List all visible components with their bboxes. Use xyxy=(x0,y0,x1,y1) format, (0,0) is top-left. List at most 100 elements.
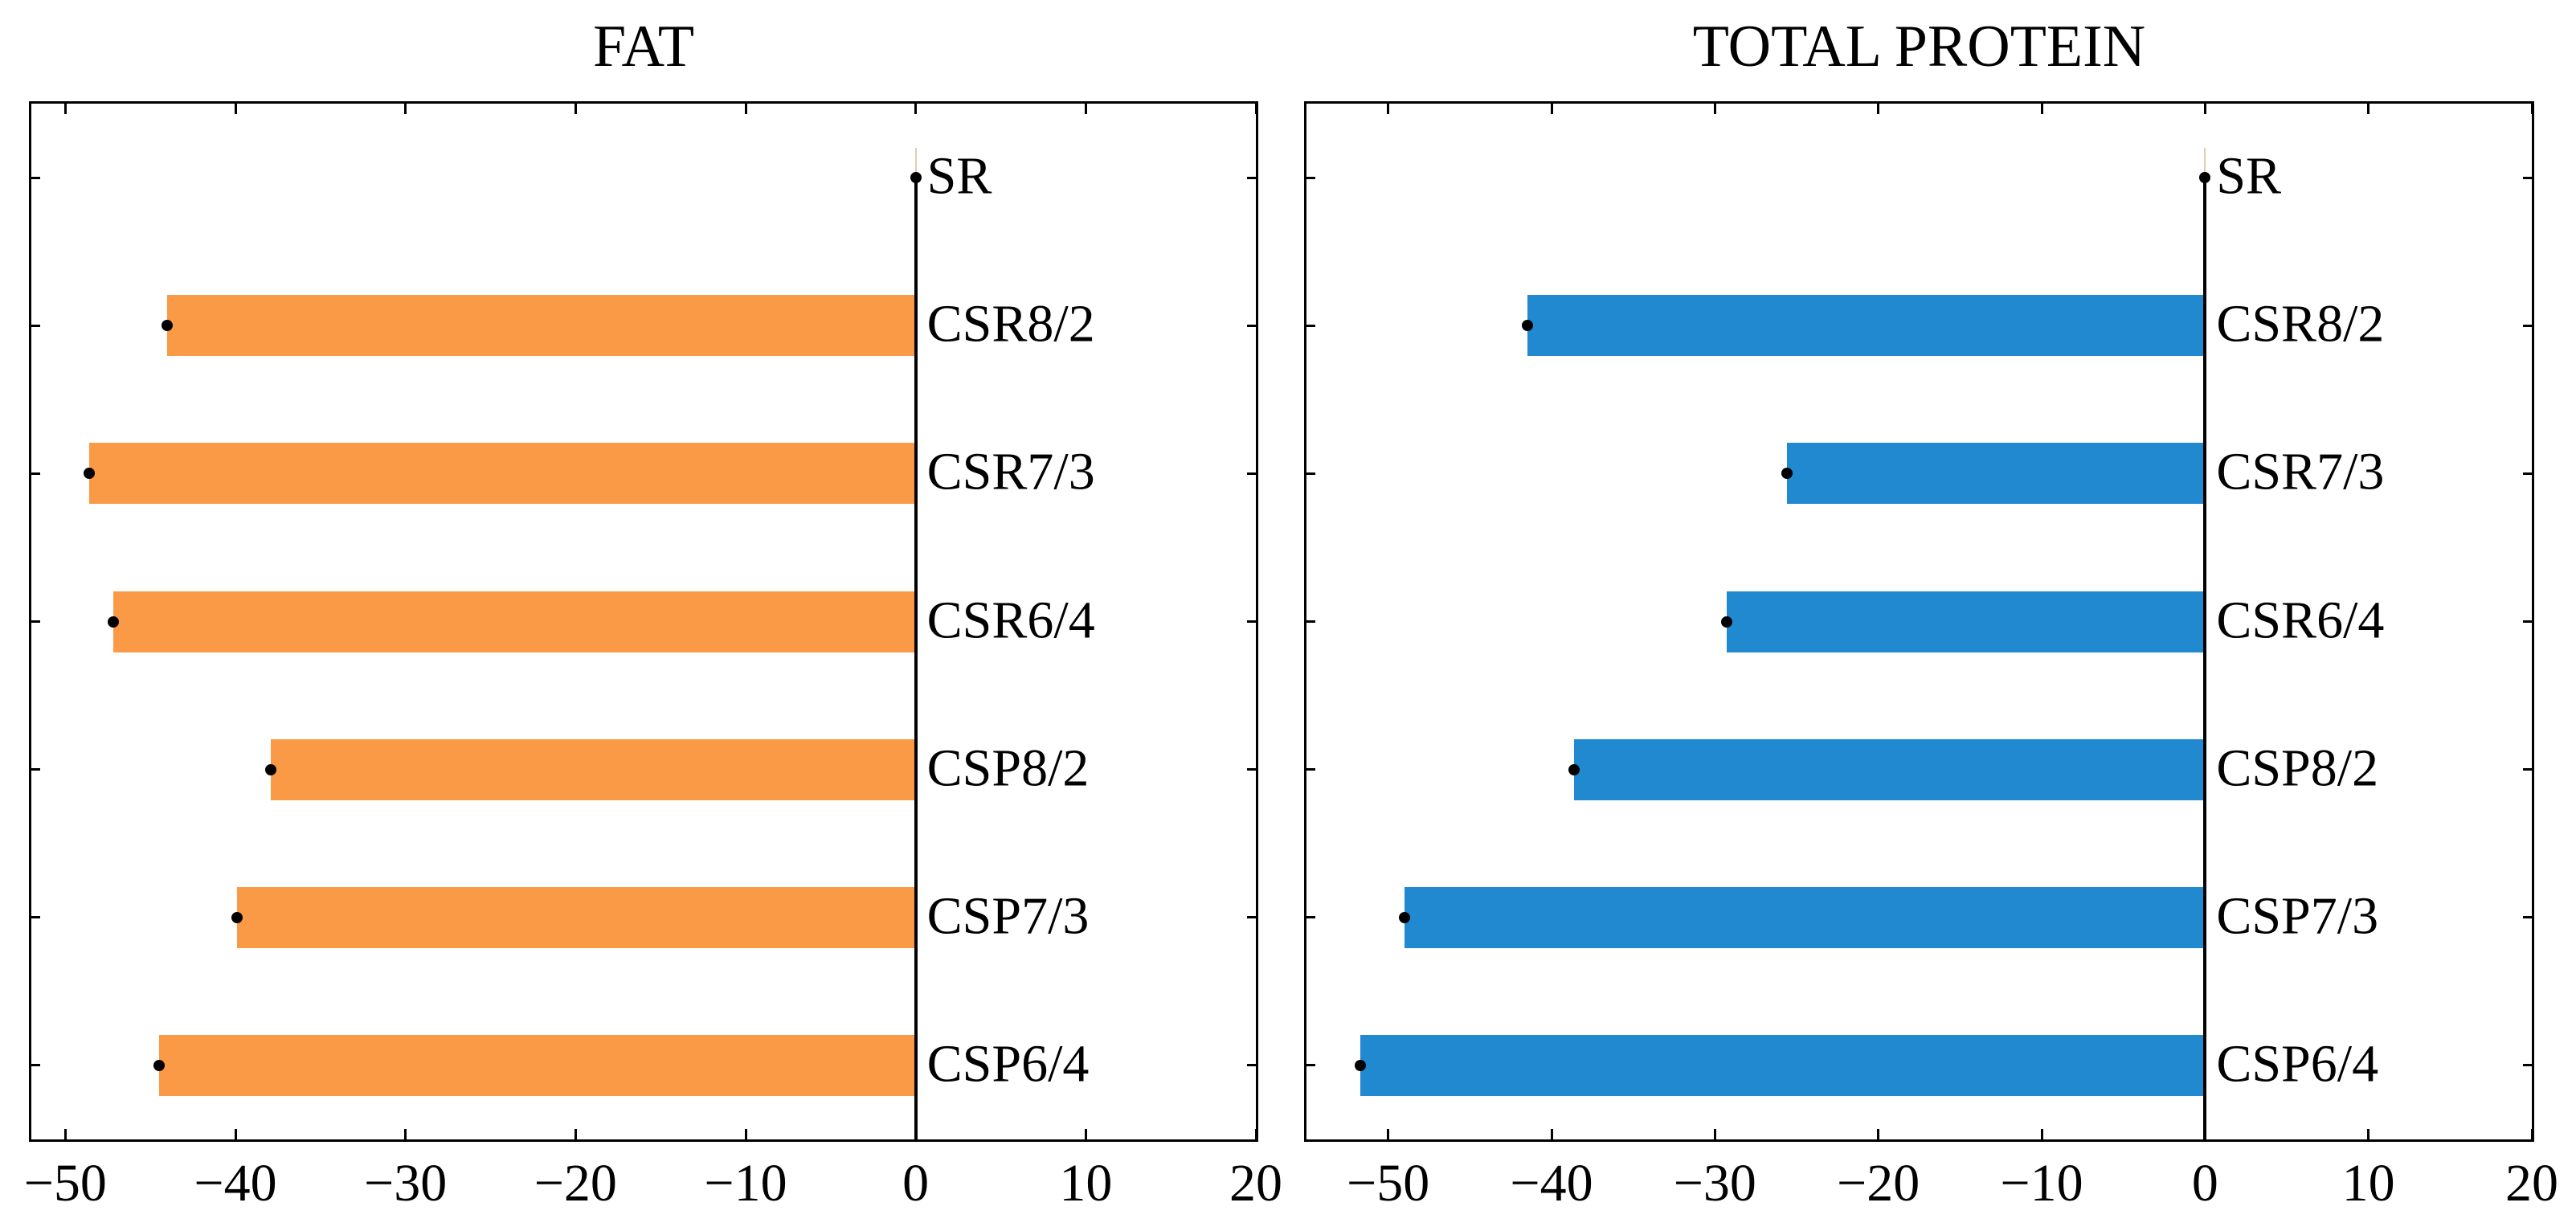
x-tick-label--50: −50 xyxy=(1347,1154,1430,1213)
mean-marker-dot-CSP7/3 xyxy=(1399,911,1410,923)
x-tick-top--40 xyxy=(234,104,237,114)
y-tick-right-CSR7/3 xyxy=(2523,472,2532,475)
x-tick-bottom--10 xyxy=(2040,1129,2043,1139)
x-tick-bottom-0 xyxy=(914,1129,918,1139)
category-label-CSR6/4: CSR6/4 xyxy=(926,591,1095,650)
category-label-CSR6/4: CSR6/4 xyxy=(2216,591,2385,650)
mean-marker-dot-CSR8/2 xyxy=(162,320,174,332)
x-tick-label-20: 20 xyxy=(1229,1154,1282,1213)
x-tick-bottom--50 xyxy=(63,1129,67,1139)
y-tick-right-CSR6/4 xyxy=(2523,620,2532,623)
x-tick-top-20 xyxy=(1254,104,1257,114)
x-tick-bottom--40 xyxy=(234,1129,237,1139)
y-tick-right-CSP8/2 xyxy=(1247,768,1256,771)
bar-CSP7/3 xyxy=(1405,886,2206,948)
x-tick-label-20: 20 xyxy=(2505,1154,2558,1213)
y-tick-left-CSR7/3 xyxy=(1306,472,1315,475)
mean-marker-dot-CSP8/2 xyxy=(1568,763,1580,775)
x-tick-label--40: −40 xyxy=(1510,1154,1593,1213)
category-label-CSP6/4: CSP6/4 xyxy=(2216,1034,2379,1094)
x-tick-top-10 xyxy=(2367,104,2370,114)
mean-marker-dot-SR xyxy=(910,172,922,184)
mean-marker-dot-CSP7/3 xyxy=(231,911,243,923)
x-tick-label--20: −20 xyxy=(534,1154,617,1213)
plot-area-total-protein: SR CSR8/2 CSR7/3 CSR6/4 CSP8/2 CSP7/3 CSP6/4 −5… xyxy=(1304,101,2558,1210)
zero-baseline xyxy=(2203,178,2207,1139)
bar-CSR8/2 xyxy=(167,295,916,357)
mean-marker-dot-CSR6/4 xyxy=(107,616,119,628)
mean-marker-dot-CSR6/4 xyxy=(1720,616,1732,628)
x-tick-top--20 xyxy=(1877,104,1880,114)
y-tick-left-SR xyxy=(1306,176,1315,179)
x-tick-bottom--20 xyxy=(574,1129,577,1139)
bar-CSP8/2 xyxy=(1574,738,2206,800)
y-tick-right-CSR7/3 xyxy=(1247,472,1256,475)
mean-marker-dot-SR xyxy=(2199,172,2211,184)
y-tick-right-CSP7/3 xyxy=(1247,916,1256,919)
x-tick-label-0: 0 xyxy=(902,1154,930,1213)
category-label-CSP8/2: CSP8/2 xyxy=(2216,738,2379,798)
y-tick-left-CSR7/3 xyxy=(31,472,40,475)
x-tick-bottom--30 xyxy=(404,1129,407,1139)
x-tick-top-20 xyxy=(2530,104,2533,114)
bar-CSR7/3 xyxy=(1786,443,2206,505)
y-tick-left-CSP8/2 xyxy=(31,768,40,771)
category-label-CSR7/3: CSR7/3 xyxy=(926,443,1095,502)
y-tick-right-CSP6/4 xyxy=(1247,1064,1256,1067)
x-tick-top--10 xyxy=(744,104,747,114)
x-tick-top--20 xyxy=(574,104,577,114)
category-label-CSP6/4: CSP6/4 xyxy=(926,1034,1090,1094)
y-tick-left-SR xyxy=(31,176,40,179)
x-tick-top--10 xyxy=(2040,104,2043,114)
y-tick-left-CSR6/4 xyxy=(31,620,40,623)
x-tick-top-0 xyxy=(914,104,918,114)
x-tick-bottom-20 xyxy=(2530,1129,2533,1139)
y-tick-right-CSR6/4 xyxy=(1247,620,1256,623)
plot-area-fat: SR CSR8/2 CSR7/3 CSR6/4 CSP8/2 CSP7/3 CSP6/4 −5… xyxy=(24,101,1282,1210)
x-tick-top-10 xyxy=(1084,104,1087,114)
x-tick-top--30 xyxy=(1713,104,1716,114)
category-label-CSR8/2: CSR8/2 xyxy=(2216,294,2385,354)
x-tick-bottom-10 xyxy=(2367,1129,2370,1139)
x-tick-bottom--30 xyxy=(1713,1129,1716,1139)
y-tick-right-CSP8/2 xyxy=(2523,768,2532,771)
y-tick-left-CSP7/3 xyxy=(31,916,40,919)
mean-marker-dot-CSP6/4 xyxy=(1355,1059,1367,1071)
bar-CSR6/4 xyxy=(112,591,916,652)
x-tick-label--20: −20 xyxy=(1837,1154,1920,1213)
y-tick-right-CSR8/2 xyxy=(2523,324,2532,327)
category-label-CSR8/2: CSR8/2 xyxy=(926,294,1095,354)
x-tick-label--40: −40 xyxy=(194,1154,277,1213)
x-tick-label-10: 10 xyxy=(2341,1154,2395,1213)
mean-marker-dot-CSP6/4 xyxy=(153,1059,165,1071)
x-tick-label--10: −10 xyxy=(2000,1154,2083,1213)
x-tick-bottom-20 xyxy=(1254,1129,1257,1139)
zero-baseline xyxy=(914,178,918,1139)
y-tick-left-CSP6/4 xyxy=(1306,1064,1315,1067)
category-label-SR: SR xyxy=(926,146,992,206)
y-tick-right-CSP6/4 xyxy=(2523,1064,2532,1067)
mean-marker-dot-CSR8/2 xyxy=(1521,320,1533,332)
category-label-SR: SR xyxy=(2216,146,2282,206)
bar-CSR8/2 xyxy=(1527,295,2206,357)
y-tick-left-CSP7/3 xyxy=(1306,916,1315,919)
bar-CSP6/4 xyxy=(158,1034,916,1096)
y-tick-left-CSP6/4 xyxy=(31,1064,40,1067)
x-tick-top--40 xyxy=(1550,104,1553,114)
y-tick-right-SR xyxy=(1247,176,1256,179)
bar-CSP6/4 xyxy=(1360,1034,2206,1096)
bar-CSR7/3 xyxy=(88,443,916,505)
y-tick-left-CSR8/2 xyxy=(31,324,40,327)
category-label-CSP7/3: CSP7/3 xyxy=(926,886,1090,946)
x-tick-top--50 xyxy=(63,104,67,114)
x-tick-label--30: −30 xyxy=(1673,1154,1756,1213)
x-tick-top--30 xyxy=(404,104,407,114)
sr-whisker xyxy=(2204,148,2206,178)
x-tick-label--10: −10 xyxy=(704,1154,787,1213)
y-tick-left-CSP8/2 xyxy=(1306,768,1315,771)
x-tick-label-0: 0 xyxy=(2191,1154,2218,1213)
x-tick-label--30: −30 xyxy=(364,1154,448,1213)
mean-marker-dot-CSR7/3 xyxy=(1781,468,1793,480)
x-tick-bottom--50 xyxy=(1387,1129,1390,1139)
